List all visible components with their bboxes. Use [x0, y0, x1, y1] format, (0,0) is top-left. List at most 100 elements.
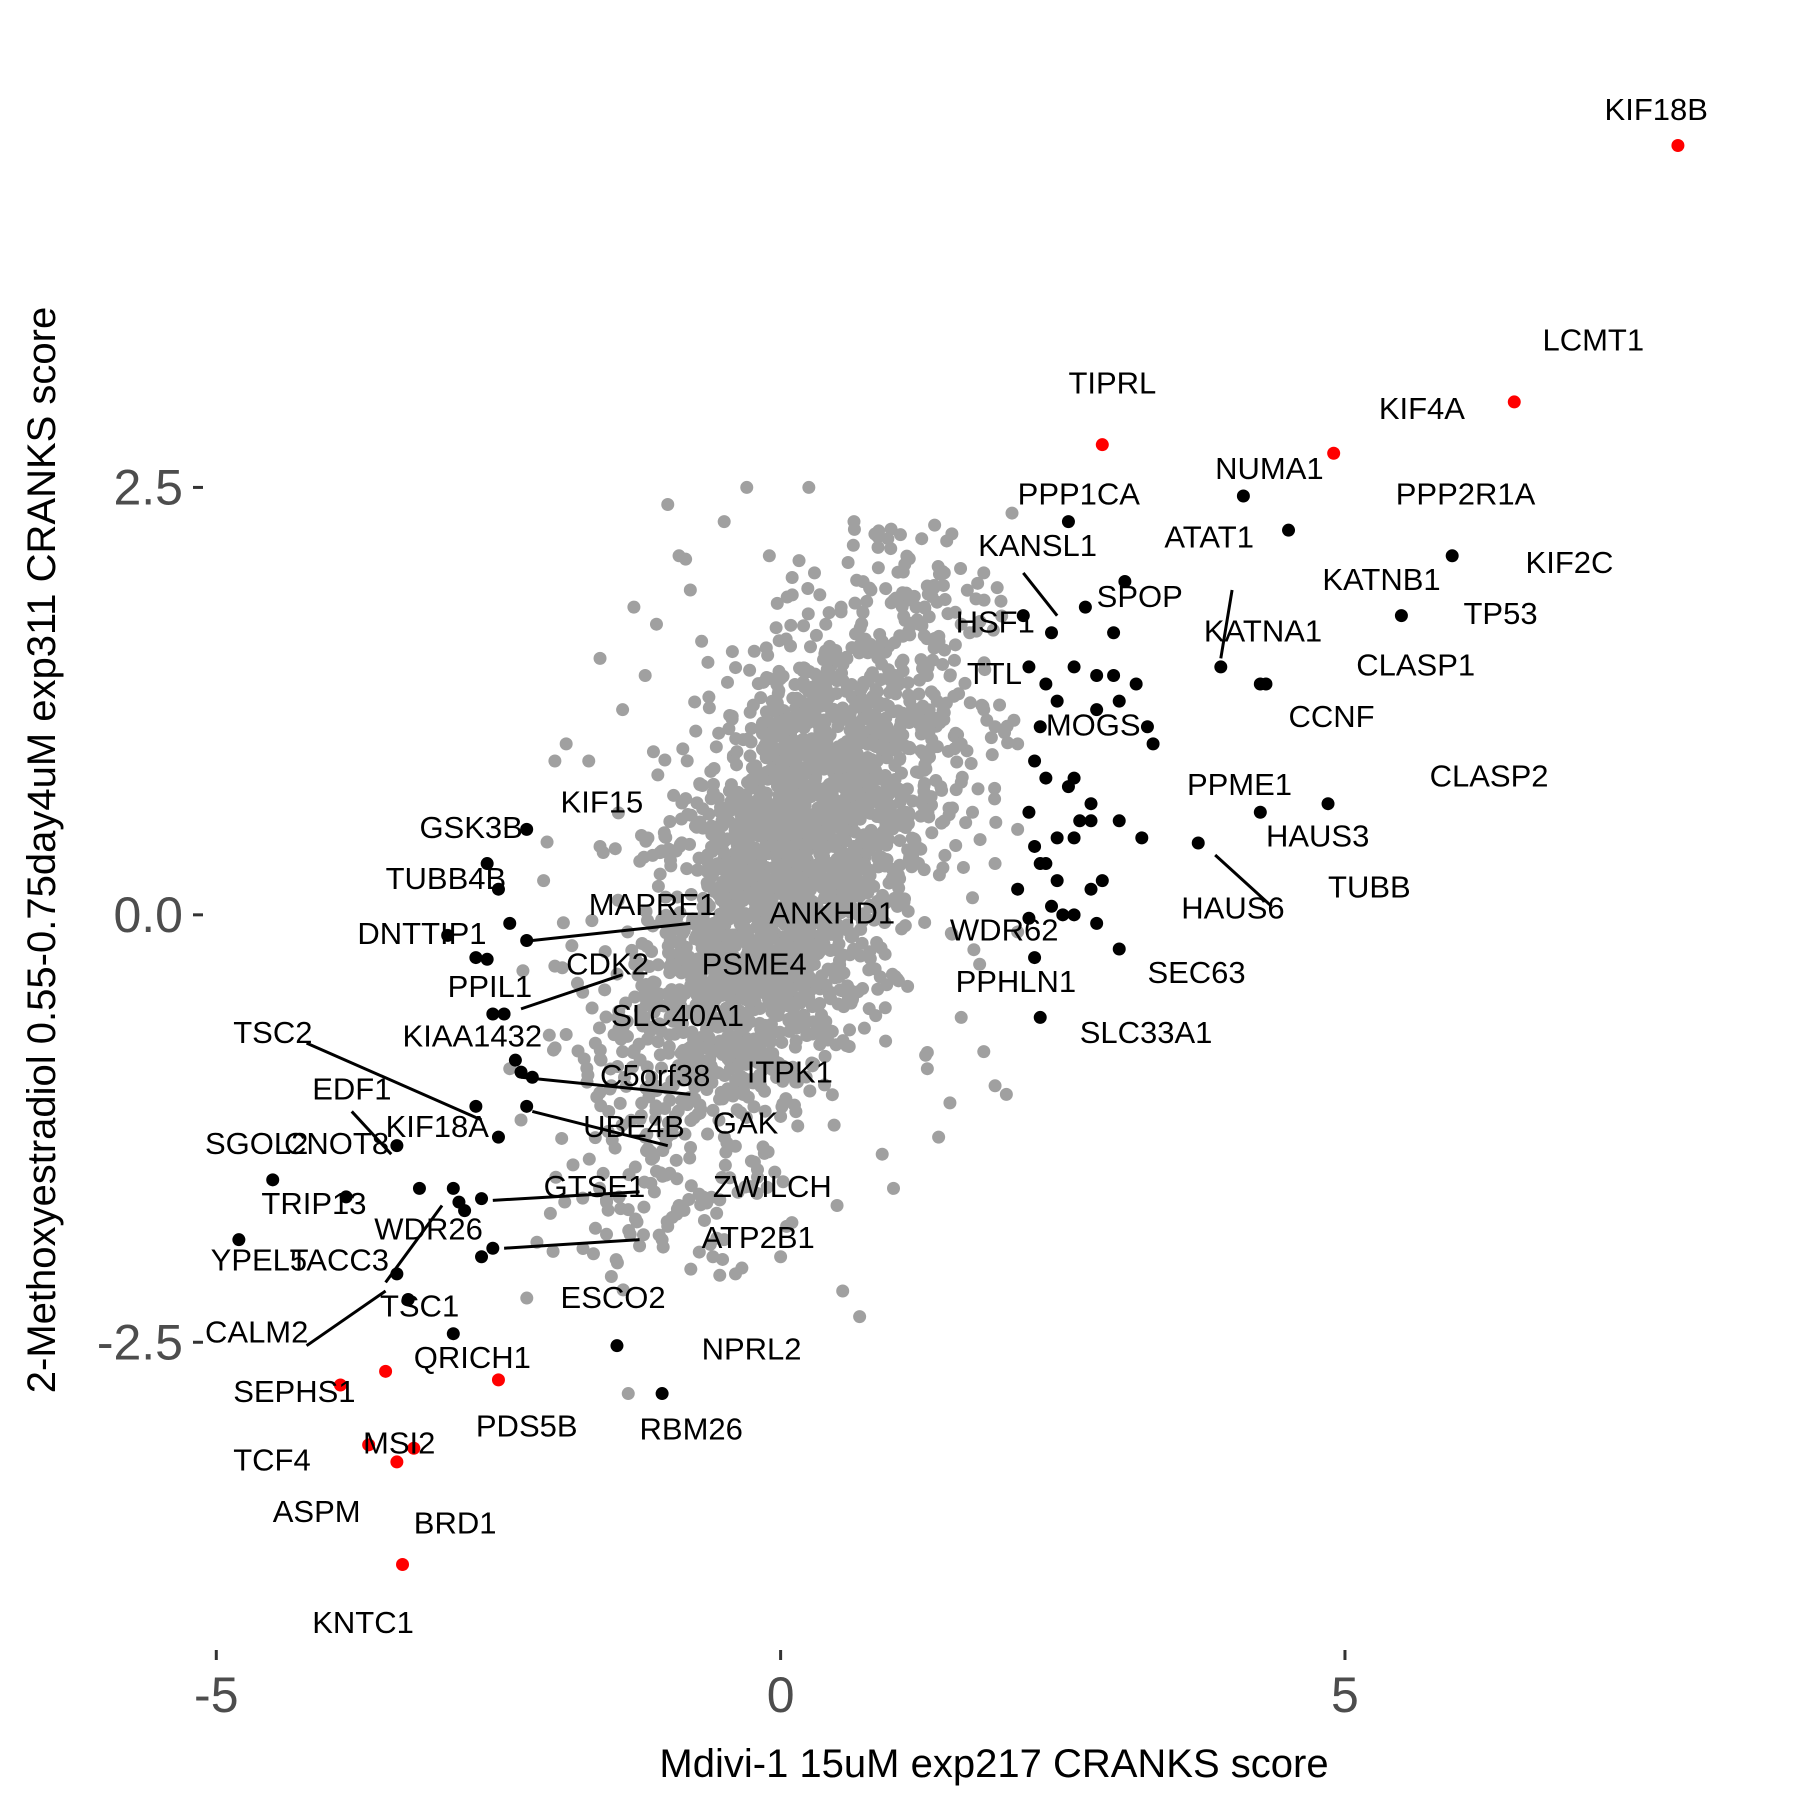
background-point — [712, 1113, 726, 1127]
background-point — [766, 1063, 780, 1077]
black-point — [1090, 668, 1104, 682]
background-point — [548, 754, 562, 768]
background-point — [977, 1045, 991, 1059]
background-point — [912, 687, 926, 701]
background-point — [815, 790, 829, 804]
background-point — [763, 916, 777, 930]
black-point — [1073, 814, 1087, 828]
background-point — [705, 1076, 719, 1090]
background-point — [989, 815, 1003, 829]
background-point — [988, 792, 1002, 806]
background-point — [715, 910, 729, 924]
background-point — [661, 939, 675, 953]
background-point — [844, 774, 858, 788]
x-tick-label: 5 — [1331, 1667, 1359, 1723]
black-point — [520, 933, 534, 947]
background-point — [723, 784, 737, 798]
background-point — [702, 690, 716, 704]
background-point — [659, 890, 673, 904]
background-point — [868, 962, 882, 976]
background-point — [868, 912, 882, 926]
black-point — [1028, 951, 1042, 965]
background-point — [621, 1203, 635, 1217]
gene-label: NUMA1 — [1215, 451, 1324, 486]
y-tick-label: 0.0 — [113, 887, 183, 943]
background-point — [651, 1035, 665, 1049]
black-point — [339, 1190, 353, 1204]
background-point — [667, 788, 681, 802]
background-point — [871, 647, 885, 661]
background-points — [503, 480, 1025, 1401]
background-point — [699, 954, 713, 968]
background-point — [649, 617, 663, 631]
background-point — [786, 814, 800, 828]
background-point — [670, 963, 684, 977]
background-point — [750, 919, 764, 933]
background-point — [717, 1233, 731, 1247]
background-point — [818, 647, 832, 661]
background-point — [537, 874, 551, 888]
background-point — [864, 823, 878, 837]
background-point — [898, 557, 912, 571]
label-connector-line — [1219, 589, 1234, 659]
black-point — [1146, 737, 1160, 751]
background-point — [843, 1023, 857, 1037]
black-point — [1253, 805, 1267, 819]
background-point — [702, 807, 716, 821]
background-point — [938, 848, 952, 862]
background-point — [756, 772, 770, 786]
background-point — [772, 634, 786, 648]
background-point — [925, 826, 939, 840]
background-point — [735, 862, 749, 876]
background-point — [702, 1059, 716, 1073]
background-point — [945, 527, 959, 541]
background-point — [759, 705, 773, 719]
gene-label: ANKHD1 — [769, 895, 895, 930]
background-point — [747, 1100, 761, 1114]
background-point — [598, 983, 612, 997]
background-point — [633, 1239, 647, 1253]
background-point — [799, 1070, 813, 1084]
background-point — [782, 939, 796, 953]
background-point — [875, 1147, 889, 1161]
background-point — [959, 816, 973, 830]
background-point — [751, 979, 765, 993]
background-point — [860, 803, 874, 817]
background-point — [806, 908, 820, 922]
background-point — [973, 833, 987, 847]
background-point — [785, 1216, 799, 1230]
black-point — [1050, 874, 1064, 888]
gene-label: TTL — [967, 656, 1022, 691]
background-point — [895, 922, 909, 936]
background-point — [917, 629, 931, 643]
gene-label: KIAA1432 — [403, 1018, 543, 1053]
background-point — [920, 1062, 934, 1076]
background-point — [729, 661, 743, 675]
background-point — [819, 617, 833, 631]
background-point — [770, 596, 784, 610]
black-point — [1236, 489, 1250, 503]
background-point — [789, 1105, 803, 1119]
background-point — [765, 958, 779, 972]
black-point — [1028, 754, 1042, 768]
background-point — [774, 1109, 788, 1123]
gene-label: PPIL1 — [448, 969, 532, 1004]
background-point — [654, 1061, 668, 1075]
background-point — [673, 1000, 687, 1014]
background-point — [914, 713, 928, 727]
background-point — [893, 834, 907, 848]
background-point — [623, 1227, 637, 1241]
gene-label: CCNF — [1289, 699, 1375, 734]
background-point — [801, 581, 815, 595]
background-point — [768, 822, 782, 836]
background-point — [684, 808, 698, 822]
background-point — [881, 532, 895, 546]
background-point — [824, 669, 838, 683]
background-point — [558, 1195, 572, 1209]
background-point — [682, 950, 696, 964]
black-point — [469, 951, 483, 965]
background-point — [824, 759, 838, 773]
background-point — [775, 876, 789, 890]
background-point — [658, 753, 672, 767]
background-point — [764, 1035, 778, 1049]
